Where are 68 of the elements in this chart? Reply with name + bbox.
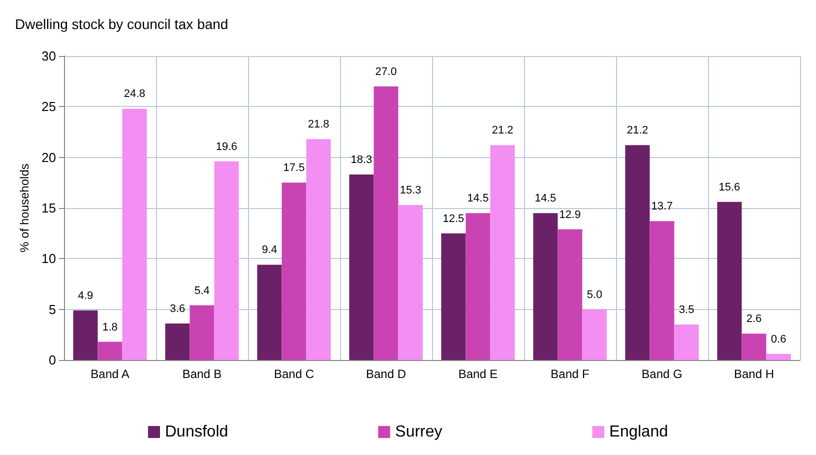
bar	[558, 229, 582, 360]
data-label: 3.5	[678, 304, 694, 316]
bar	[717, 202, 742, 360]
chart-title: Dwelling stock by council tax band	[15, 16, 228, 32]
bar	[214, 161, 239, 360]
bar	[674, 324, 699, 360]
bar	[441, 233, 466, 360]
data-label: 15.6	[718, 181, 740, 194]
data-label: 3.6	[170, 303, 186, 316]
data-label: 9.4	[262, 244, 278, 256]
data-label: 21.2	[492, 124, 514, 137]
bar	[73, 310, 98, 360]
y-tick-label: 20	[42, 150, 56, 165]
bar	[582, 309, 607, 360]
bar	[398, 204, 423, 360]
data-label: 5.0	[586, 288, 602, 301]
bar	[650, 221, 674, 360]
data-label: 18.3	[350, 154, 372, 166]
x-tick-label: Band C	[274, 367, 314, 381]
legend-label: Surrey	[395, 424, 442, 440]
data-label: 2.6	[746, 313, 762, 326]
data-label: 17.5	[283, 162, 305, 174]
data-label: 12.5	[442, 212, 464, 225]
bar	[490, 145, 515, 360]
y-tick-label: 5	[48, 302, 56, 317]
bar	[122, 108, 147, 360]
y-tick-label: 25	[42, 99, 56, 114]
data-label: 15.3	[400, 184, 422, 196]
x-tick-label: Band B	[182, 367, 222, 381]
data-label: 14.5	[467, 192, 489, 205]
x-tick-label: Band F	[550, 367, 590, 381]
data-label: 21.8	[308, 118, 330, 131]
x-tick-label: Band G	[642, 367, 682, 381]
data-label: 24.8	[124, 88, 146, 100]
data-label: 14.5	[534, 192, 556, 205]
bar	[533, 213, 558, 360]
data-label: 13.7	[651, 200, 673, 213]
legend-label: Dunsfold	[165, 424, 228, 440]
data-label: 0.6	[770, 333, 786, 346]
bar	[165, 324, 190, 360]
y-tick-label: 0	[48, 352, 56, 368]
bar	[98, 342, 122, 360]
bar	[625, 145, 650, 360]
data-label: 19.6	[216, 140, 238, 153]
bar	[257, 264, 282, 360]
bar	[466, 213, 490, 360]
bar	[282, 182, 306, 360]
bar	[306, 139, 331, 360]
data-label: 12.9	[559, 208, 581, 221]
data-label: 4.9	[78, 290, 94, 302]
y-tick-label: 10	[42, 251, 56, 266]
x-tick-label: Band H	[734, 367, 774, 381]
data-label: 21.2	[626, 124, 648, 137]
data-label: 1.8	[102, 321, 118, 334]
x-tick-label: Band E	[458, 367, 498, 381]
data-label: 27.0	[375, 66, 397, 78]
legend-label: England	[609, 424, 668, 440]
bar	[349, 174, 374, 360]
bar	[190, 305, 214, 360]
x-tick-label: Band A	[90, 367, 130, 381]
bar	[742, 334, 766, 360]
x-tick-label: Band D	[366, 367, 406, 381]
bar	[374, 86, 398, 360]
bar	[766, 354, 791, 360]
y-axis-title: % of households	[18, 164, 32, 252]
y-tick-label: 30	[42, 48, 56, 64]
y-tick-label: 15	[42, 200, 56, 216]
data-label: 5.4	[194, 284, 210, 297]
